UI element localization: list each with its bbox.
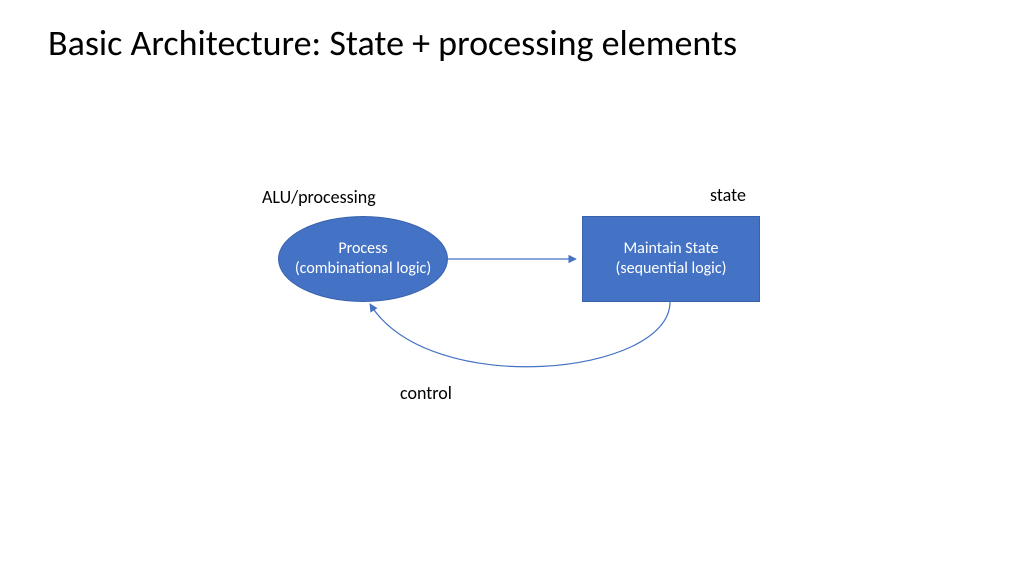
label-control: control	[400, 382, 452, 404]
slide: Basic Architecture: State + processing e…	[0, 0, 1024, 576]
node-process: Process (combinational logic)	[278, 216, 448, 302]
node-maintain-text: Maintain State (sequential logic)	[593, 239, 749, 279]
slide-title: Basic Architecture: State + processing e…	[48, 22, 948, 65]
label-alu: ALU/processing	[262, 186, 376, 208]
node-process-text: Process (combinational logic)	[289, 239, 437, 279]
edge-feedback	[370, 302, 670, 367]
node-maintain: Maintain State (sequential logic)	[582, 216, 760, 302]
edges-layer	[0, 0, 1024, 576]
label-state: state	[710, 184, 746, 206]
